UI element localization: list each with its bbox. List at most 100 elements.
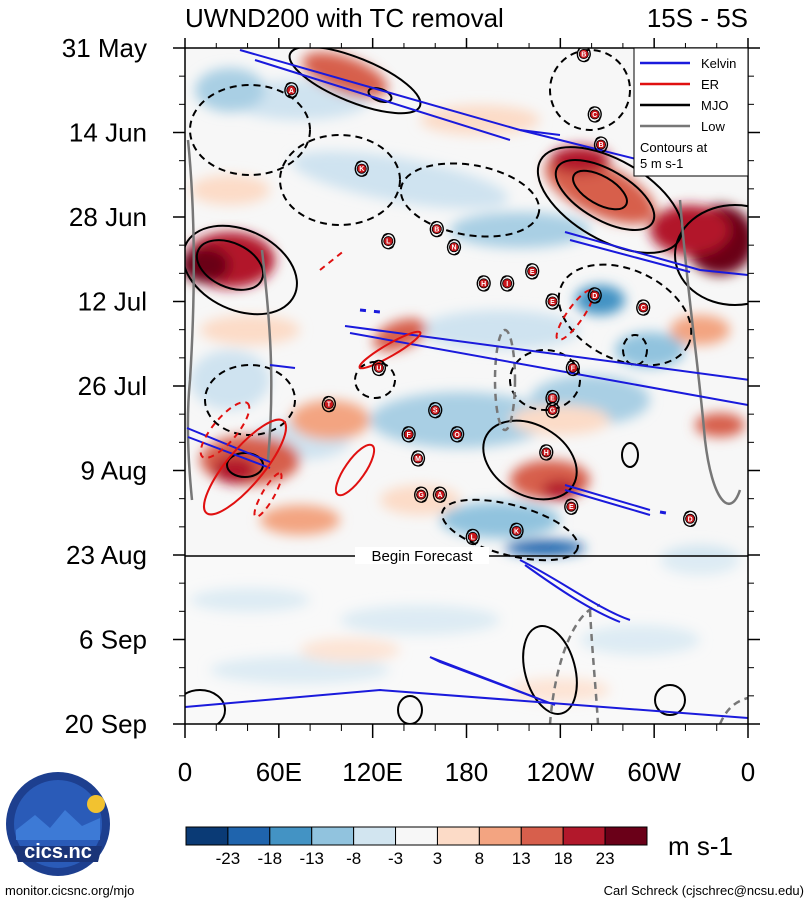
chart-title: UWND200 with TC removal: [185, 3, 504, 33]
tc-letter: C: [641, 305, 646, 312]
legend-note-line2: 5 m s-1: [640, 156, 683, 171]
tc-letter: F: [406, 432, 411, 439]
tc-letter: E: [530, 269, 535, 276]
tc-letter: N: [451, 245, 456, 252]
x-tick-label: 60W: [627, 757, 681, 787]
tc-letter: F: [571, 365, 576, 372]
tc-letter: B: [434, 227, 439, 234]
tc-letter: E: [569, 504, 574, 511]
kelvin-contours: [185, 49, 748, 719]
mjo-contours: [185, 48, 748, 724]
footer-right: Carl Schreck (cjschrec@ncsu.edu): [604, 883, 804, 898]
cicsnc-logo: cics.nc: [6, 772, 110, 876]
colorbar-units: m s-1: [668, 831, 733, 861]
colorbar-box: [436, 826, 480, 846]
tc-letter: C: [592, 112, 597, 119]
x-tick-label: 120E: [342, 757, 403, 787]
legend-label: Low: [701, 119, 725, 134]
mjo-negative-contours: [189, 49, 693, 562]
colorbar-label: -18: [258, 849, 283, 868]
tc-marker: O: [450, 426, 465, 443]
tc-letter: M: [415, 456, 421, 463]
tc-letter: A: [437, 492, 442, 499]
tc-letter: S: [433, 408, 438, 415]
colorbar-box: [227, 826, 271, 846]
colorbar-label: 23: [596, 849, 615, 868]
legend-label: MJO: [701, 98, 728, 113]
colorbar-box: [478, 826, 522, 846]
tc-marker: A: [432, 486, 447, 503]
tc-letter: K: [514, 528, 519, 535]
y-tick-label: 28 Jun: [69, 202, 147, 232]
tc-marker: U: [371, 359, 386, 377]
y-tick-label: 14 Jun: [69, 118, 147, 148]
forecast-label-bg: [355, 547, 489, 564]
colorbar-box: [185, 826, 229, 846]
colorbar-label: -23: [216, 849, 241, 868]
tc-letter: T: [327, 402, 332, 409]
y-tick-label: 9 Aug: [80, 456, 147, 486]
legend-label: Kelvin: [701, 56, 736, 71]
tc-marker: C: [636, 299, 651, 316]
plot-area: B A C B K B L N H I E D E C U F E T G S F O H M G A E D L K: [185, 48, 748, 724]
tc-letter: H: [481, 281, 486, 288]
y-tick-label: 6 Sep: [79, 625, 147, 655]
er-negative-contours: [199, 249, 595, 518]
colorbar-box: [269, 826, 313, 846]
tc-marker: N: [446, 239, 462, 256]
tc-marker: D: [587, 287, 602, 304]
y-tick-label: 23 Aug: [66, 540, 147, 570]
colorbar-label: -3: [388, 849, 403, 868]
tc-marker: K: [509, 522, 524, 539]
tc-marker: I: [500, 275, 515, 292]
tc-letter: L: [471, 534, 476, 541]
tc-letter: O: [454, 432, 460, 439]
colorbar-box: [604, 826, 648, 846]
colorbar-label: -8: [346, 849, 361, 868]
y-tick-label: 12 Jul: [78, 287, 147, 317]
colorbar-label: 3: [433, 849, 442, 868]
colorbar-box: [353, 826, 397, 846]
y-tick-label: 20 Sep: [65, 709, 147, 739]
logo-text: cics.nc: [24, 841, 92, 863]
tc-letter: E: [550, 396, 555, 403]
tc-marker: E: [545, 293, 560, 310]
tc-letter: L: [386, 239, 391, 246]
forecast-label: Begin Forecast: [372, 548, 474, 565]
tc-marker: L: [465, 528, 480, 546]
x-tick-label: 180: [445, 757, 488, 787]
tc-letter: G: [550, 408, 556, 415]
colorbar: -23 -18 -13 -8 -3 3 8 13 18 23: [185, 826, 648, 868]
kelvin-negative-contours: [359, 308, 673, 516]
y-tick-label: 31 May: [62, 33, 147, 63]
tc-marker: A: [284, 82, 299, 99]
tc-letter: B: [581, 52, 586, 59]
tc-letter: I: [506, 281, 508, 288]
legend: Kelvin ER MJO Low Contours at 5 m s-1: [633, 47, 749, 177]
x-tick-label: 120W: [526, 757, 594, 787]
tc-marker: G: [545, 402, 560, 419]
colorbar-label: 18: [554, 849, 573, 868]
tc-marker: E: [564, 498, 579, 515]
colorbar-box: [395, 826, 438, 846]
tc-letter: E: [550, 299, 555, 306]
x-tick-label: 0: [741, 757, 755, 787]
colorbar-box: [562, 826, 606, 846]
tc-marker: H: [476, 275, 491, 292]
tc-marker: B: [576, 48, 591, 63]
colorbar-label: 13: [512, 849, 531, 868]
tc-marker: T: [321, 395, 336, 413]
chart-region: 15S - 5S: [647, 3, 748, 33]
tc-markers: B A C B K B L N H I E D E C U F E T G S F O H M G A E D L K: [284, 48, 698, 546]
tc-marker: G: [414, 486, 429, 503]
x-tick-label: 60E: [256, 757, 302, 787]
tc-marker: K: [354, 160, 369, 177]
tc-marker: E: [525, 263, 540, 280]
tc-letter: D: [592, 293, 597, 300]
tc-marker: M: [410, 450, 426, 467]
colorbar-label: 8: [475, 849, 484, 868]
tc-marker: D: [683, 510, 698, 527]
tc-letter: U: [376, 365, 381, 372]
tc-marker: S: [428, 402, 443, 419]
